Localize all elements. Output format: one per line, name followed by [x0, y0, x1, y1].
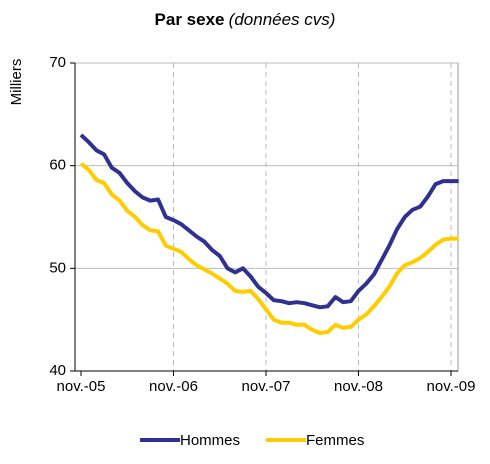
chart-title-group: Par sexe (données cvs)	[155, 10, 336, 29]
chart-subtitle: (données cvs)	[229, 10, 336, 29]
x-tick-label: nov.-06	[149, 378, 198, 395]
x-tick-label: nov.-07	[242, 378, 291, 395]
y-tick-label: 50	[49, 259, 66, 276]
y-tick-label: 40	[49, 362, 66, 379]
series-line	[79, 133, 459, 310]
y-axis-label: Milliers	[8, 59, 25, 106]
legend-label: Femmes	[306, 432, 364, 449]
y-tick-label: 60	[49, 157, 66, 174]
x-tick-label: nov.-09	[427, 378, 476, 395]
x-tick-label: nov.-05	[57, 378, 106, 395]
legend-label: Hommes	[180, 432, 240, 449]
x-tick-label: nov.-08	[334, 378, 383, 395]
y-tick-label: 70	[49, 54, 66, 71]
series-line	[79, 162, 459, 335]
chart-title: Par sexe	[155, 10, 225, 29]
